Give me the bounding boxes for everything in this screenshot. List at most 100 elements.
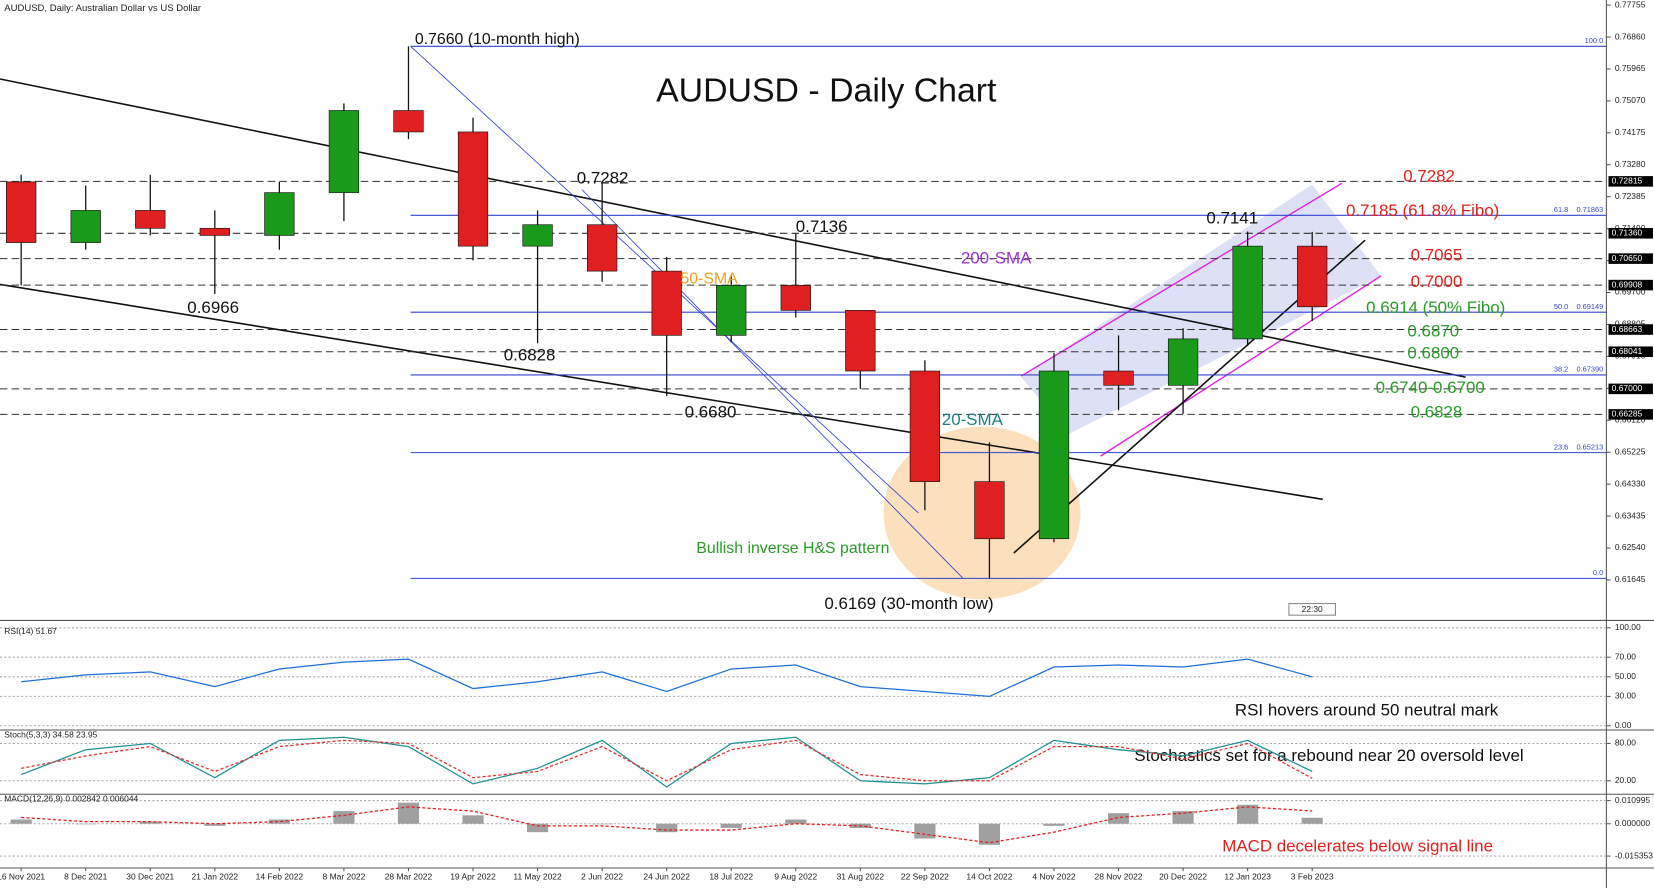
header: AUDUSD, Daily: Australian Dollar vs US D…: [4, 3, 201, 14]
x-tick-label: 28 Mar 2022: [385, 872, 433, 882]
x-tick-label: 20 Dec 2022: [1159, 872, 1207, 882]
y-tick-label: 0.77755: [1615, 0, 1646, 9]
annotation: 0.6680: [685, 402, 737, 421]
y-tick-label: 0.68805: [1615, 319, 1646, 329]
y-tick-label: 0.69700: [1615, 287, 1646, 297]
candle-body: [264, 192, 295, 236]
candle-body: [909, 370, 941, 482]
histogram-bar: [720, 823, 742, 828]
candle-body: [1167, 338, 1199, 386]
time-label: 22:30: [1302, 604, 1323, 614]
histogram-bar: [591, 823, 613, 825]
x-tick-label: 18 Jul 2022: [709, 872, 753, 882]
fibo-level: 38.2: [1554, 365, 1568, 374]
x-tick-label: 4 Nov 2022: [1032, 872, 1076, 882]
histogram-bar: [785, 819, 807, 824]
level-label: 0.68041: [1612, 346, 1643, 356]
panel-title: RSI(14) 51.67: [4, 626, 57, 636]
y-tick-label: 0.73280: [1615, 159, 1646, 169]
level-box: [1608, 409, 1653, 420]
y-tick-label: 0.010995: [1615, 795, 1651, 805]
level-box: [1608, 253, 1653, 264]
candle-body: [135, 210, 166, 229]
x-tick-label: 16 Nov 2021: [0, 872, 45, 882]
annotation: 0.6169 (30-month low): [824, 594, 993, 613]
y-tick-label: 0.72385: [1615, 191, 1646, 201]
annotation: 20-SMA: [942, 410, 1004, 429]
annotation: 0.7141: [1206, 209, 1258, 228]
histogram-bar: [1043, 823, 1065, 826]
candle-body: [1038, 370, 1070, 540]
candle-body: [457, 131, 489, 247]
candle-body: [1297, 245, 1328, 308]
annotation: 0.7660 (10-month high): [415, 31, 580, 48]
annotation: RSI hovers around 50 neutral mark: [1235, 701, 1499, 720]
level-label: 0.67000: [1612, 383, 1643, 393]
y-tick-label: 100.00: [1615, 622, 1641, 632]
fibo-price: 0.71863: [1576, 205, 1603, 214]
y-tick-label: 0.65225: [1615, 446, 1646, 456]
fibo-trend: [581, 189, 964, 579]
candle-body: [6, 181, 37, 243]
y-tick-label: 80.00: [1615, 738, 1636, 748]
y-tick-label: 0.75965: [1615, 63, 1646, 73]
trend-line: [0, 78, 1466, 378]
channel-line: [1100, 275, 1382, 457]
panel-title: Stoch(5,3,3) 34.58 23.95: [4, 730, 97, 740]
level-label: 0.68663: [1612, 324, 1643, 334]
y-tick-label: 0.75070: [1615, 95, 1646, 105]
x-tick-label: 8 Dec 2021: [64, 872, 108, 882]
candle-body: [1103, 370, 1134, 386]
histogram-bar: [139, 821, 161, 824]
x-tick-label: 31 Aug 2022: [837, 872, 885, 882]
y-tick-label: 0.63435: [1615, 510, 1646, 520]
y-tick-label: -0.015353: [1615, 850, 1653, 860]
histogram-bar: [75, 823, 97, 825]
level-box: [1608, 346, 1653, 357]
histogram-bar: [914, 823, 936, 839]
annotation: 0.7065: [1411, 245, 1463, 264]
y-tick-label: 0.00: [1615, 720, 1632, 730]
y-tick-label: 0.64330: [1615, 478, 1646, 488]
histogram-bar: [268, 819, 290, 824]
histogram-bar: [10, 819, 32, 824]
annotation: 0.7136: [796, 217, 848, 236]
histogram-bar: [1237, 804, 1259, 824]
annotation: 0.6800: [1407, 343, 1459, 362]
annotation: 50-SMA: [680, 270, 738, 287]
candle-body: [974, 481, 1005, 540]
x-tick-label: 24 Jun 2022: [643, 872, 690, 882]
candle-body: [1232, 245, 1263, 340]
level-label: 0.72815: [1612, 176, 1643, 186]
x-tick-label: 11 May 2022: [513, 872, 562, 882]
histogram-bar: [978, 823, 1001, 845]
x-tick-label: 2 Jun 2022: [581, 872, 623, 882]
histogram-bar: [526, 823, 549, 833]
y-tick-label: 0.74175: [1615, 127, 1646, 137]
fibo-price: 0.69149: [1576, 302, 1603, 311]
level-box: [1608, 228, 1653, 239]
time-box: [1288, 603, 1337, 616]
candle-body: [845, 310, 876, 372]
level-label: 0.66285: [1612, 409, 1643, 419]
annotation: 0.6966: [187, 298, 239, 317]
x-tick-label: 19 Apr 2022: [450, 872, 496, 882]
level-box: [1608, 324, 1653, 335]
x-tick-label: 21 Jan 2022: [192, 872, 239, 882]
level-label: 0.71360: [1612, 228, 1643, 238]
histogram-bar: [397, 802, 420, 824]
annotation: 200-SMA: [961, 249, 1032, 268]
fibo-level: 0.0: [1593, 568, 1603, 577]
y-tick-label: 0.71490: [1615, 223, 1646, 233]
x-tick-label: 9 Aug 2022: [774, 872, 817, 882]
annotation: 0.7282: [577, 169, 629, 188]
annotation: 0.7185 (61.8% Fibo): [1346, 201, 1499, 220]
y-tick-label: 70.00: [1615, 651, 1636, 661]
histogram-bar: [656, 823, 678, 833]
histogram-bar: [462, 815, 484, 824]
histogram-bar: [204, 823, 226, 826]
histogram-bar: [1107, 813, 1130, 824]
